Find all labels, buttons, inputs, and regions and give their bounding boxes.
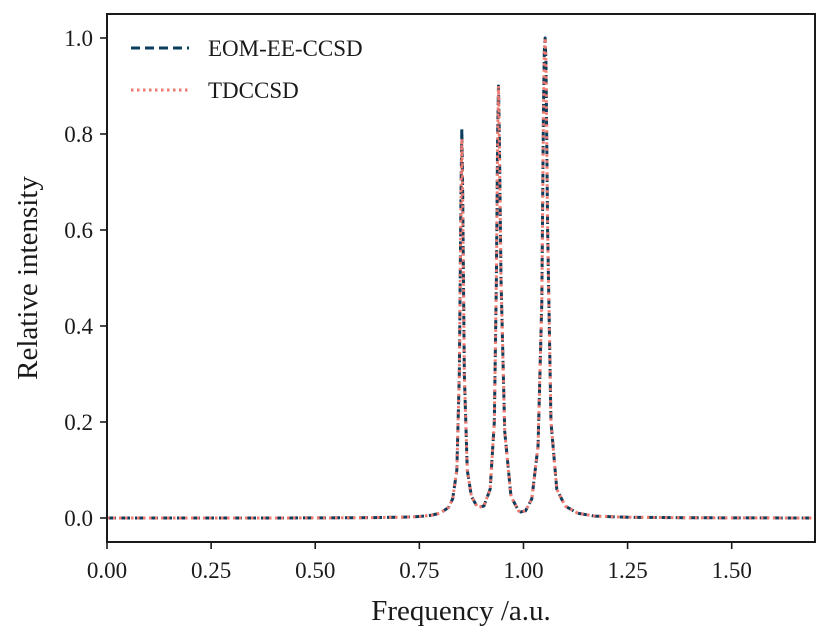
y-axis: 0.0 0.2 0.4 0.6 0.8 1.0 [64, 26, 107, 531]
legend-label-eom-ee-ccsd: EOM-EE-CCSD [208, 36, 363, 61]
y-tick-label: 0.4 [64, 314, 93, 339]
x-tick-label: 0.50 [295, 558, 335, 583]
series-line-tdccsd [107, 36, 816, 520]
legend: EOM-EE-CCSD TDCCSD [131, 36, 363, 103]
x-tick-label: 1.00 [503, 558, 543, 583]
x-tick-label: 0.00 [87, 558, 127, 583]
y-tick-label: 1.0 [64, 26, 93, 51]
series-layer [107, 36, 816, 520]
y-tick-label: 0.8 [64, 122, 93, 147]
y-tick-label: 0.0 [64, 506, 93, 531]
y-tick-label: 0.2 [64, 410, 93, 435]
series-line-eom-ee-ccsd [107, 36, 816, 520]
x-tick-label: 0.25 [191, 558, 231, 583]
x-axis: 0.00 0.25 0.50 0.75 1.00 1.25 1.50 [87, 542, 752, 583]
y-tick-label: 0.6 [64, 218, 93, 243]
x-axis-title: Frequency /a.u. [371, 595, 551, 627]
x-tick-label: 1.50 [712, 558, 752, 583]
x-tick-label: 0.75 [399, 558, 439, 583]
plot-frame [106, 13, 816, 543]
legend-label-tdccsd: TDCCSD [208, 78, 299, 103]
x-tick-label: 1.25 [607, 558, 647, 583]
y-axis-title: Relative intensity [12, 176, 44, 380]
